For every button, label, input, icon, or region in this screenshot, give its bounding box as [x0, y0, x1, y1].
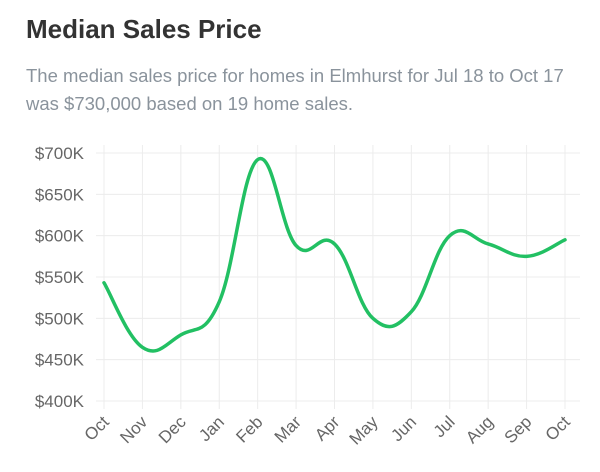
chart-subtitle: The median sales price for homes in Elmh… — [26, 65, 564, 114]
x-tick-label: Dec — [155, 412, 190, 447]
x-tick-label: May — [346, 412, 382, 448]
x-tick-label: Oct — [81, 412, 113, 444]
x-tick-label: Jun — [387, 412, 420, 445]
x-tick-label: Apr — [311, 412, 343, 444]
y-tick-label: $700K — [35, 144, 85, 163]
y-tick-label: $600K — [35, 227, 85, 246]
y-tick-label: $550K — [35, 268, 85, 287]
x-tick-label: Sep — [501, 412, 536, 447]
series-line — [102, 156, 567, 353]
x-tick-label: Feb — [232, 412, 266, 446]
x-tick-label: Jul — [430, 412, 459, 441]
y-tick-label: $650K — [35, 185, 85, 204]
x-tick-label: Jan — [195, 412, 228, 445]
y-tick-label: $500K — [35, 309, 85, 328]
x-tick-label: Nov — [116, 412, 151, 447]
x-tick-label: Aug — [462, 412, 497, 447]
y-tick-label: $450K — [35, 351, 85, 370]
y-tick-label: $400K — [35, 392, 85, 411]
x-tick-label: Mar — [271, 412, 305, 446]
chart-title: Median Sales Price — [26, 14, 262, 44]
x-tick-label: Oct — [542, 412, 574, 444]
